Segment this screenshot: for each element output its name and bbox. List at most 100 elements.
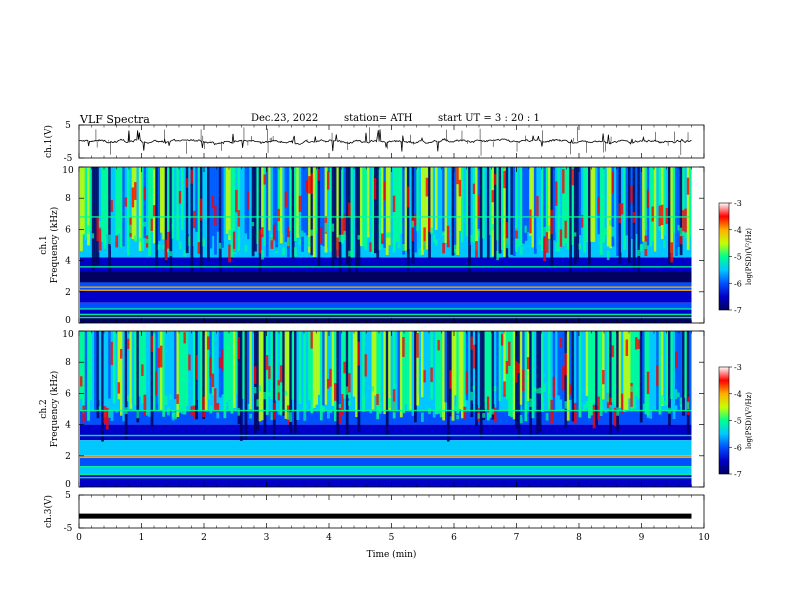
psd-strip [477,331,481,405]
psd-strip [242,167,246,240]
psd-strip [496,167,500,241]
psd-strip [428,331,431,403]
psd-strip [538,167,542,254]
psd-narrowband [80,466,692,468]
ch2_spectrogram-ylabel2: Frequency (kHz) [49,371,60,448]
psd-strip [684,331,688,397]
psd-hotspot [216,402,220,413]
psd-hotspot [348,202,351,217]
psd-speck [588,384,591,392]
psd-strip [263,331,267,435]
psd-strip [446,331,450,442]
psd-speck [470,234,474,242]
psd-speck [256,399,260,407]
x-tick-label: 6 [451,533,457,543]
psd-hotspot [592,404,596,429]
psd-strip [183,331,187,415]
psd-strip [228,167,231,240]
psd-strip [679,331,683,405]
psd-strip [171,331,175,421]
psd-hotspot [456,167,460,185]
psd-speck [472,233,476,244]
ch2_spectrogram-colorbar-tick-label: -7 [734,470,742,479]
psd-strip [395,167,398,243]
psd-strip [529,167,532,236]
psd-hotspot [105,407,109,430]
psd-strip [148,167,151,256]
psd-hotspot [675,351,678,369]
psd-strip [291,167,295,259]
psd-strip [675,167,678,256]
psd-strip [524,331,528,422]
ch1_spectrogram-ylabel: ch.1 [39,235,49,254]
psd-narrowband [80,316,692,319]
psd-strip [552,331,556,411]
psd-strip [463,331,467,413]
psd-strip [383,167,387,248]
psd-speck [303,411,307,421]
psd-narrowband [80,266,692,268]
psd-strip [376,167,380,259]
psd-strip [533,331,537,395]
psd-speck [644,241,648,250]
psd-strip [268,167,271,231]
psd-strip [298,331,302,404]
psd-strip [644,331,648,415]
psd-strip [559,331,563,400]
psd-speck [91,233,95,239]
psd-strip [578,331,582,418]
psd-hotspot [134,182,137,200]
psd-strip [134,331,137,406]
psd-strip [519,167,523,246]
psd-strip [611,167,615,247]
psd-strip [442,167,445,233]
psd-strip [315,167,318,233]
psd-strip [171,167,175,239]
psd-strip [214,331,217,405]
psd-hotspot [329,368,333,387]
psd-strip [317,331,321,395]
psd-strip [301,331,304,408]
psd-strip [261,331,264,421]
psd-strip [287,331,290,419]
psd-strip [190,331,194,398]
psd-speck [338,234,342,242]
psd-strip [515,167,518,252]
psd-strip [425,331,429,409]
psd-strip [670,167,674,253]
ch1_spectrogram-ytick-label: 10 [62,166,74,176]
psd-speck [613,385,617,392]
psd-speck [399,222,403,232]
psd-strip [630,167,634,239]
psd-speck [310,403,314,414]
psd-strip [374,331,377,396]
psd-hotspot [265,355,269,370]
psd-speck [604,228,608,235]
psd-strip [167,167,170,253]
psd-narrowband [80,434,692,437]
psd-strip [131,331,135,405]
psd-strip [588,331,591,419]
psd-strip [573,167,577,265]
psd-strip [562,167,565,247]
psd-strip [89,167,93,231]
psd-hotspot [416,332,420,358]
ch2_spectrogram-colorbar-tick-label: -4 [734,390,742,399]
psd-strip [322,167,325,247]
psd-strip [230,331,234,414]
psd-hotspot [221,349,224,371]
psd-hotspot [218,357,222,368]
psd-hotspot [157,347,161,368]
psd-speck [202,238,206,247]
psd-strip [157,167,161,241]
psd-speck [254,386,257,394]
psd-speck [174,412,177,420]
psd-strip [644,167,648,230]
psd-hotspot [110,200,114,213]
psd-strip [117,167,121,234]
psd-speck [524,404,528,410]
psd-hotspot [188,354,191,371]
psd-strip [357,331,361,433]
psd-strip [569,331,572,400]
psd-strip [327,167,330,249]
